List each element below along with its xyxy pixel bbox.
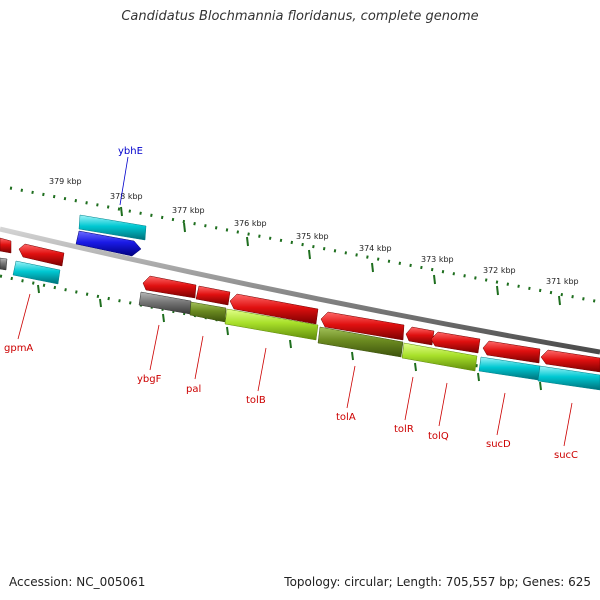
gene-tolR[interactable] — [405, 326, 435, 346]
inner-major-tick — [539, 381, 542, 391]
genome-summary-label: Topology: circular; Length: 705,557 bp; … — [284, 575, 591, 589]
gene-label-gpmA: gpmA — [4, 343, 33, 354]
inner-tick-ring — [0, 274, 600, 391]
accession-label: Accession: NC_005061 — [9, 575, 146, 589]
gene-label-leaders — [17, 156, 573, 447]
gene-gpmA-cyan[interactable] — [12, 260, 61, 285]
outer-major-tick — [558, 295, 561, 306]
outer-feature-ring — [0, 214, 147, 267]
outer-major-tick — [120, 206, 123, 217]
outer-minor-ticks — [9, 186, 600, 304]
gene-tolQ[interactable] — [430, 331, 481, 354]
gene-ybhE[interactable] — [78, 214, 147, 241]
kbp-label: 378 kbp — [110, 192, 143, 201]
kbp-label: 371 kbp — [546, 277, 579, 286]
gene-label-pal: pal — [186, 384, 201, 395]
kbp-label: 376 kbp — [234, 219, 267, 228]
outer-major-tick — [496, 285, 499, 296]
outer-major-tick — [371, 262, 374, 273]
gene-label-tolR: tolR — [394, 424, 414, 435]
gene-label-sucC: sucC — [554, 450, 578, 461]
gene-left-red-b[interactable] — [18, 243, 65, 267]
leader-tolA — [346, 365, 356, 409]
gene-sucC[interactable] — [540, 349, 600, 373]
inner-major-tick — [351, 351, 354, 361]
gene-labels: ybhE gpmA ybgF pal tolB tolA tolR tolQ s… — [4, 146, 578, 461]
outer-tick-ring — [9, 186, 600, 306]
inner-feature-ring — [0, 257, 600, 391]
gene-label-ybhE: ybhE — [118, 146, 143, 157]
gene-sucD[interactable] — [482, 340, 541, 364]
kbp-label: 377 kbp — [172, 206, 205, 215]
inner-major-tick — [289, 339, 292, 349]
gene-label-sucD: sucD — [486, 439, 511, 450]
outer-major-tick — [246, 236, 249, 247]
outer-major-tick — [183, 222, 186, 233]
leader-ybhE — [119, 156, 129, 206]
leader-ybgF — [149, 324, 160, 371]
gene-ybhE-cds[interactable] — [75, 230, 142, 257]
gene-left-red-a[interactable] — [0, 237, 12, 254]
kbp-label: 374 kbp — [359, 244, 392, 253]
gene-tolQ-feature[interactable] — [401, 342, 478, 372]
leader-tolB — [257, 347, 267, 392]
leader-tolQ — [438, 382, 448, 427]
gene-ybgF[interactable] — [142, 275, 197, 299]
gene-sucC-feature[interactable] — [537, 365, 600, 391]
inner-major-tick — [414, 362, 417, 372]
gene-label-tolB: tolB — [246, 395, 266, 406]
inner-major-tick — [99, 298, 102, 308]
inner-major-tick — [162, 313, 165, 323]
gene-label-tolA: tolA — [336, 412, 356, 423]
leader-pal — [194, 335, 204, 380]
gene-label-tolQ: tolQ — [428, 431, 449, 442]
gene-left-gray[interactable] — [0, 257, 8, 271]
gene-pal[interactable] — [195, 285, 231, 306]
gene-tolB[interactable] — [229, 293, 319, 325]
leader-sucC — [563, 402, 573, 447]
genome-backbone — [0, 226, 600, 355]
inner-major-tick — [477, 372, 480, 382]
leader-sucD — [496, 392, 506, 436]
kbp-label: 372 kbp — [483, 266, 516, 275]
inner-major-tick — [37, 284, 40, 294]
gene-pal-feature[interactable] — [189, 301, 227, 323]
gene-tolA-feature[interactable] — [317, 326, 404, 358]
outer-major-tick — [308, 249, 311, 260]
gene-tolA[interactable] — [320, 311, 405, 341]
leader-gpmA — [17, 293, 31, 340]
kbp-label: 375 kbp — [296, 232, 329, 241]
gene-tolB-feature[interactable] — [224, 308, 319, 341]
outer-major-tick — [433, 274, 436, 285]
kbp-label: 373 kbp — [421, 255, 454, 264]
gene-label-ybgF: ybgF — [137, 374, 162, 385]
kbp-labels: 379 kbp 378 kbp 377 kbp 376 kbp 375 kbp … — [49, 177, 579, 286]
kbp-label: 379 kbp — [49, 177, 82, 186]
leader-tolR — [404, 376, 414, 421]
inner-major-tick — [226, 326, 229, 336]
figure-title: Candidatus Blochmannia floridanus, compl… — [121, 9, 479, 24]
